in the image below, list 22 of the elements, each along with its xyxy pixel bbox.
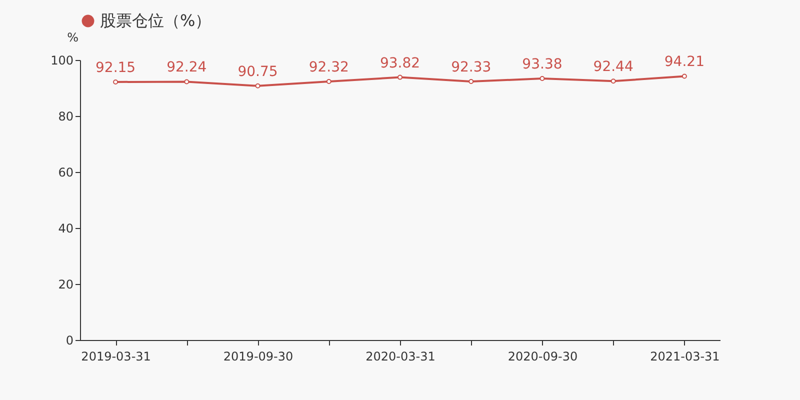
y-tick-label: 0 [66,334,74,348]
y-axis-title: % [67,30,78,44]
y-tick-label: 100 [50,54,74,68]
x-tick-label: 2020-09-30 [508,350,578,364]
x-tick-label: 2021-03-31 [650,350,720,364]
y-tick-label: 20 [58,278,74,292]
data-label: 92.32 [308,60,349,76]
x-tick-label: 2019-03-31 [81,350,151,364]
data-label: 93.82 [380,55,420,72]
y-tick-label: 80 [58,110,74,124]
x-tick-label: 2020-03-31 [366,350,436,364]
legend-label: 股票仓位（%） [100,11,212,30]
x-tick-label: 2019-09-30 [223,350,294,364]
y-tick-label: 40 [58,222,74,236]
y-tick-label: 60 [58,166,74,180]
data-label: 94.21 [664,54,704,70]
data-label: 90.75 [238,64,278,80]
data-label: 92.44 [593,59,634,76]
data-label: 92.24 [166,60,207,76]
data-label: 92.15 [96,60,136,76]
data-label: 93.38 [522,56,562,73]
data-label: 92.33 [451,59,492,76]
